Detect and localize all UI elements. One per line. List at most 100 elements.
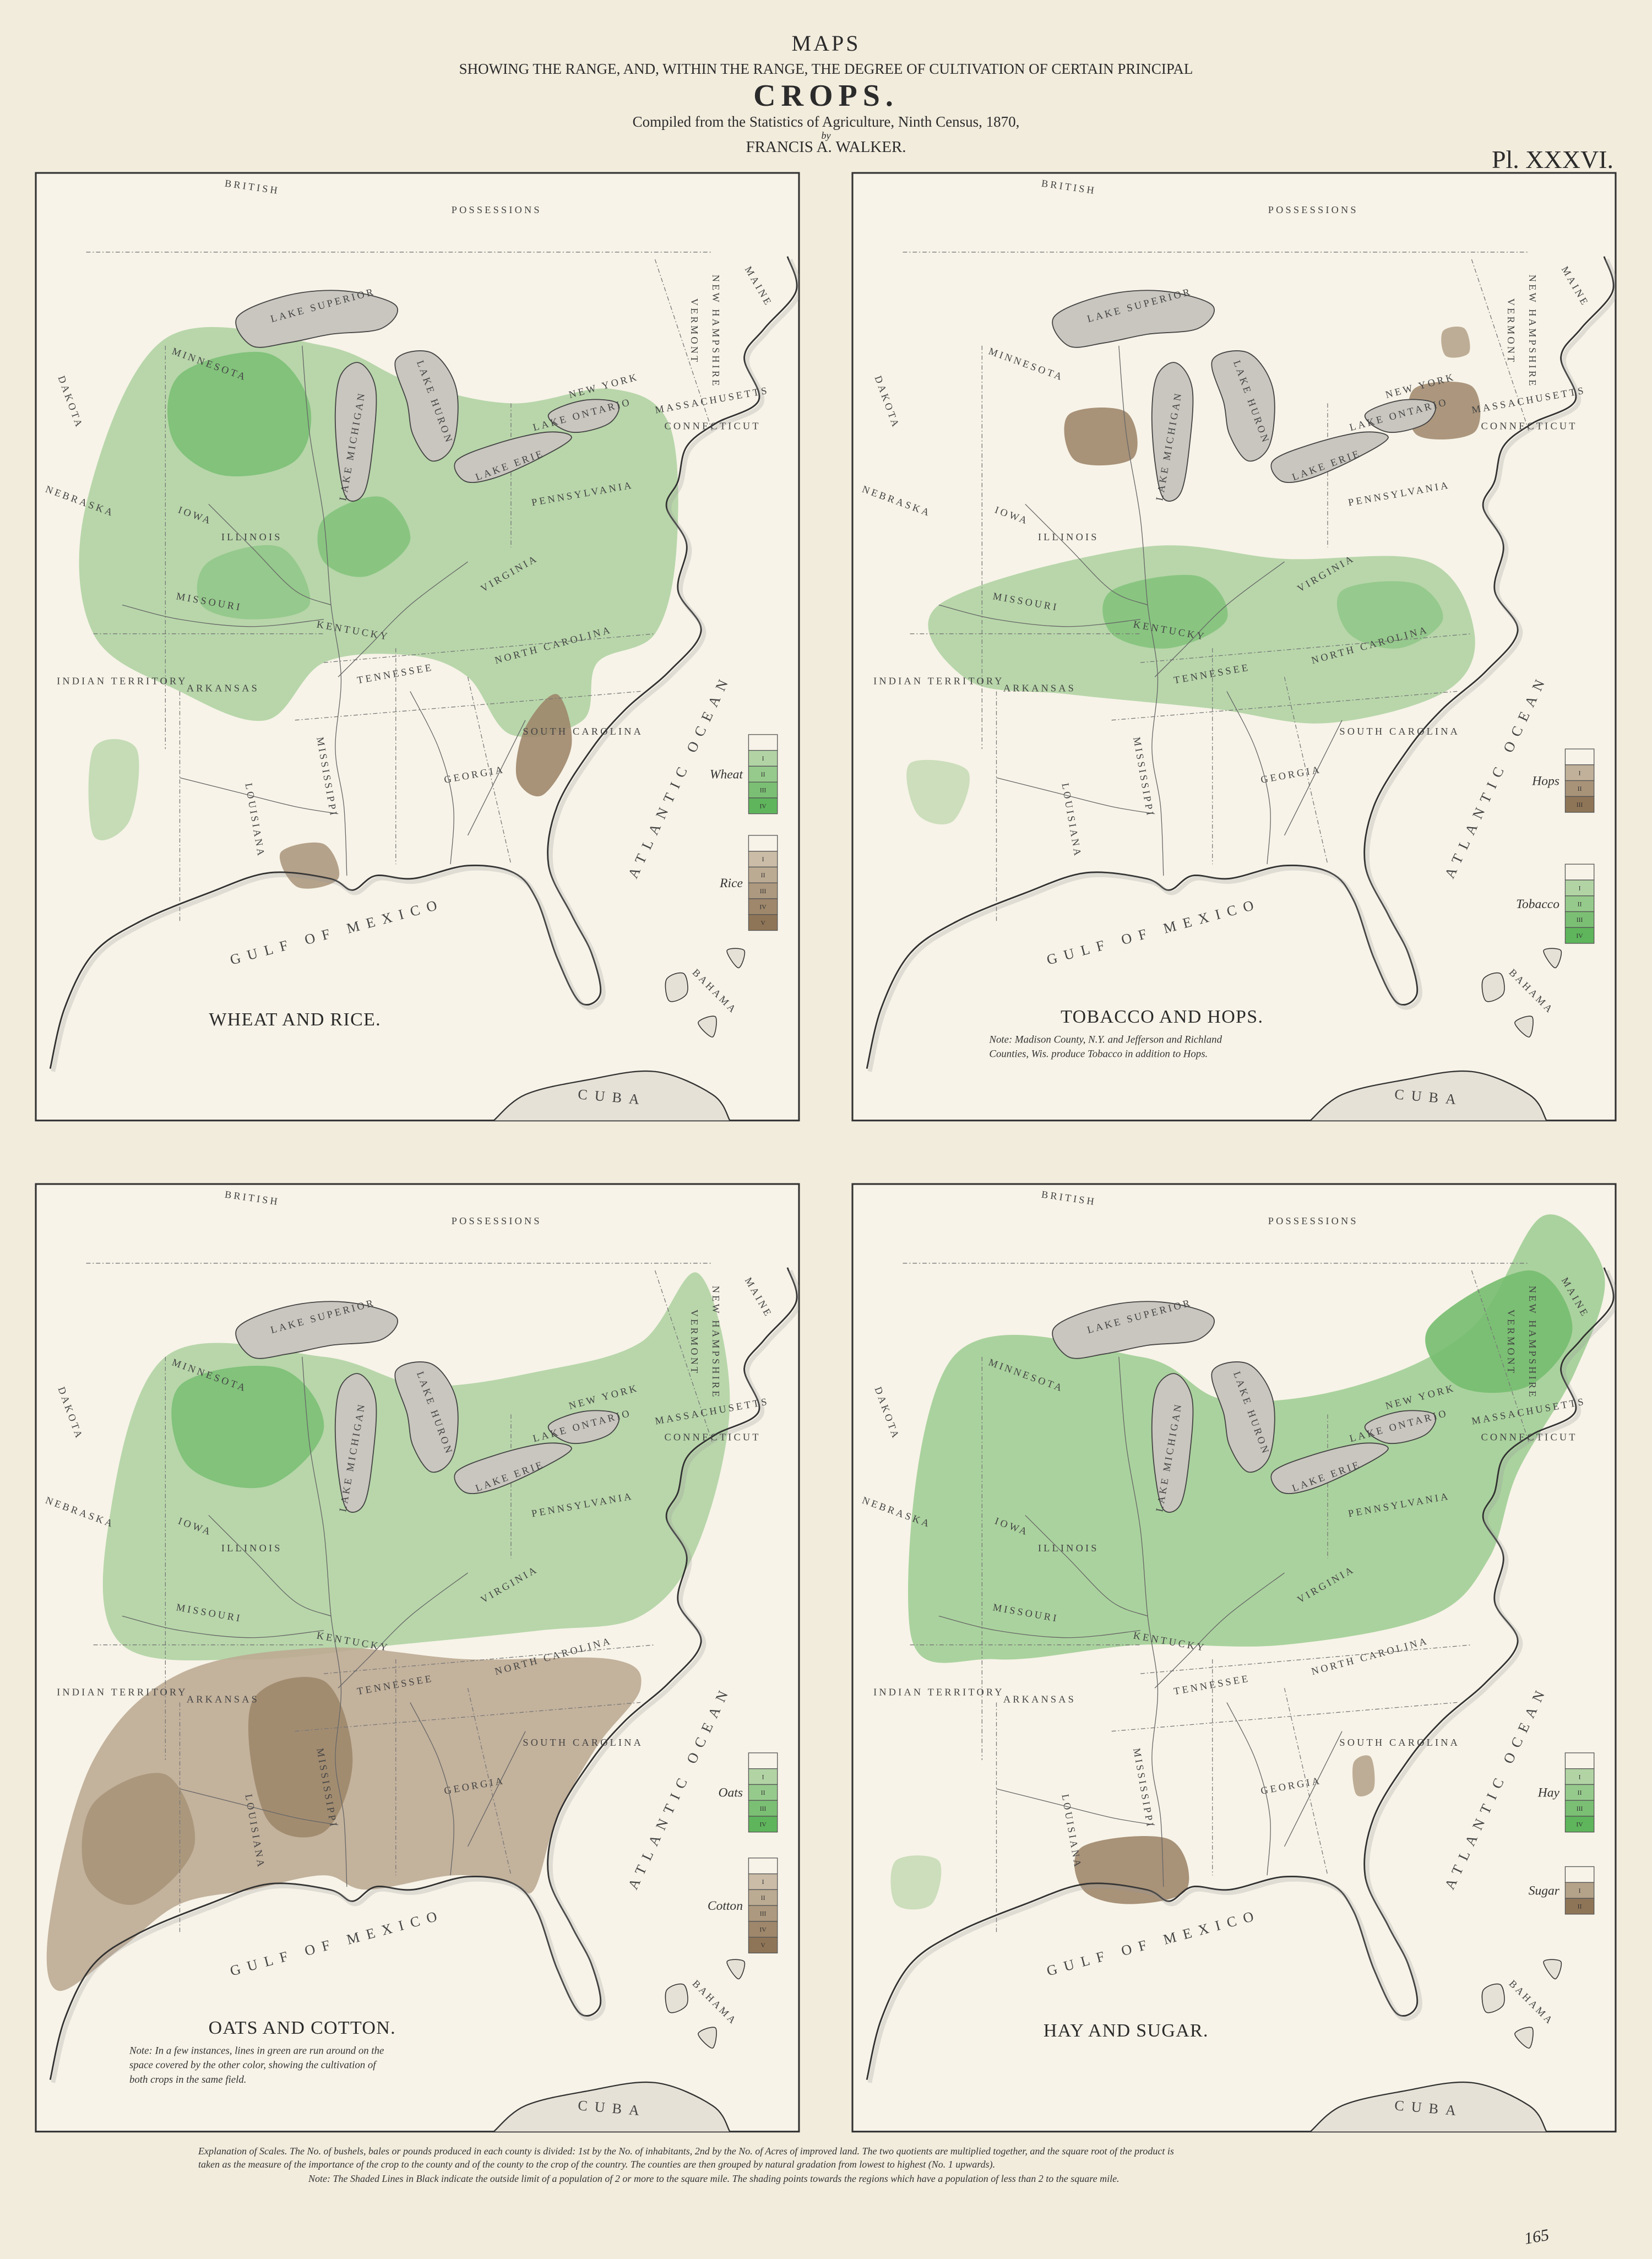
crop-region [1102, 574, 1228, 649]
page-number: 165 [1523, 2226, 1550, 2248]
legend-box [748, 1936, 778, 1954]
legend-level: III [760, 787, 767, 794]
legend-box [748, 1873, 778, 1891]
lake [334, 362, 377, 502]
place-label: CONNECTICUT [1481, 1431, 1577, 1442]
place-label: VERMONT [689, 1310, 700, 1376]
plate-number: Pl. XXXVI. [1492, 145, 1613, 173]
lake [235, 1301, 399, 1359]
crop-region [88, 738, 139, 840]
island [1481, 972, 1505, 1002]
river [996, 1788, 1155, 1826]
river [467, 720, 526, 836]
crop-region [890, 1855, 942, 1910]
legend-name: Tobacco [1516, 897, 1559, 911]
coast-hatching [867, 1269, 1616, 2083]
footer-text: Note: The Shaded Lines in Black indicate… [308, 2173, 1120, 2184]
place-label: CONNECTICUT [664, 1431, 760, 1442]
cuba [1309, 2081, 1547, 2132]
legend-name: Cotton [708, 1899, 743, 1913]
place-label: SOUTH CAROLINA [1339, 1737, 1460, 1748]
legend-box [748, 1816, 778, 1833]
river [410, 691, 454, 865]
legend-box [1564, 796, 1595, 813]
island [698, 1016, 717, 1038]
legend-level: II [761, 872, 765, 879]
state-border [295, 1702, 641, 1732]
legend-level: I [762, 1773, 764, 1780]
map-title: HAY AND SUGAR. [1044, 2021, 1209, 2041]
river [338, 1572, 468, 1688]
legend-level: III [760, 1910, 767, 1918]
lake [1365, 399, 1437, 433]
island [698, 2027, 717, 2049]
place-label: ARKANSAS [1003, 1693, 1076, 1704]
legend-name: Sugar [1529, 1884, 1560, 1898]
header-compiled: Compiled from the Statistics of Agricult… [633, 113, 1020, 130]
footer: Explanation of Scales. The No. of bushel… [198, 2146, 1551, 2248]
cuba [493, 2081, 731, 2132]
lake [1151, 362, 1194, 502]
place-label: SOUTH CAROLINA [523, 726, 643, 737]
map-title: WHEAT AND RICE. [209, 1009, 381, 1030]
state-border [467, 677, 512, 865]
crop-region [1425, 1270, 1573, 1393]
river [410, 1702, 454, 1876]
place-label: NEW HAMPSHIRE [710, 275, 721, 388]
river [1118, 1356, 1164, 1887]
island [665, 1983, 688, 2013]
river [122, 1615, 324, 1638]
legend-box [748, 750, 778, 767]
cuba [493, 1070, 731, 1121]
place-label: ARKANSAS [1003, 682, 1076, 693]
legend-name: Hops [1531, 774, 1559, 788]
place-label: POSSESSIONS [1268, 204, 1358, 215]
header-crops: CROPS. [753, 79, 899, 113]
legend-box [748, 914, 778, 931]
footer-text: Explanation of Scales. The No. of bushel… [198, 2146, 1174, 2170]
coastline [49, 1267, 798, 2080]
legend-box [748, 882, 778, 899]
river [302, 1356, 347, 1887]
river [338, 561, 468, 677]
lake [1151, 1373, 1194, 1513]
river [122, 604, 324, 627]
place-label: NEW HAMPSHIRE [710, 1286, 721, 1399]
lake [1270, 1442, 1389, 1495]
place-label: ILLINOIS [221, 531, 282, 542]
legend-box [748, 1768, 778, 1785]
crop-region [1336, 581, 1443, 649]
place-label: ILLINOIS [1038, 1543, 1099, 1554]
river [180, 777, 339, 814]
legend-box [748, 797, 778, 814]
crop-region [1064, 407, 1138, 466]
legend-level: III [760, 1805, 767, 1812]
river [208, 1514, 332, 1617]
legend-level: I [762, 1878, 764, 1886]
island [1514, 2027, 1534, 2049]
lake [1270, 431, 1389, 484]
legend-level: IV [759, 1926, 767, 1933]
coast-hatching [867, 258, 1616, 1072]
legend-level: II [1578, 785, 1582, 792]
crop-region [171, 1365, 324, 1489]
state-border [1284, 1688, 1328, 1876]
river [1025, 503, 1148, 606]
legend-box-blank [1564, 1752, 1595, 1769]
map-note: Note: In a few instances, lines in green… [129, 2045, 384, 2085]
legend-level: II [761, 1894, 765, 1902]
island [726, 1959, 746, 1980]
river [1284, 720, 1343, 836]
legend-box [748, 765, 778, 783]
coastline [866, 1267, 1615, 2080]
header-author: FRANCIS A. WALKER. [746, 138, 906, 156]
legend-level: I [1579, 885, 1581, 892]
crop-region [197, 545, 311, 620]
legend-box-blank [748, 734, 778, 751]
lake [394, 350, 459, 462]
legend-box-blank [748, 835, 778, 852]
lake [394, 1361, 459, 1473]
